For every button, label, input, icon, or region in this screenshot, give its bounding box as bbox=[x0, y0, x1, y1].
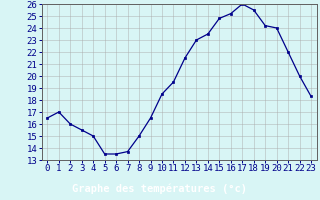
Text: Graphe des températures (°c): Graphe des températures (°c) bbox=[73, 183, 247, 194]
